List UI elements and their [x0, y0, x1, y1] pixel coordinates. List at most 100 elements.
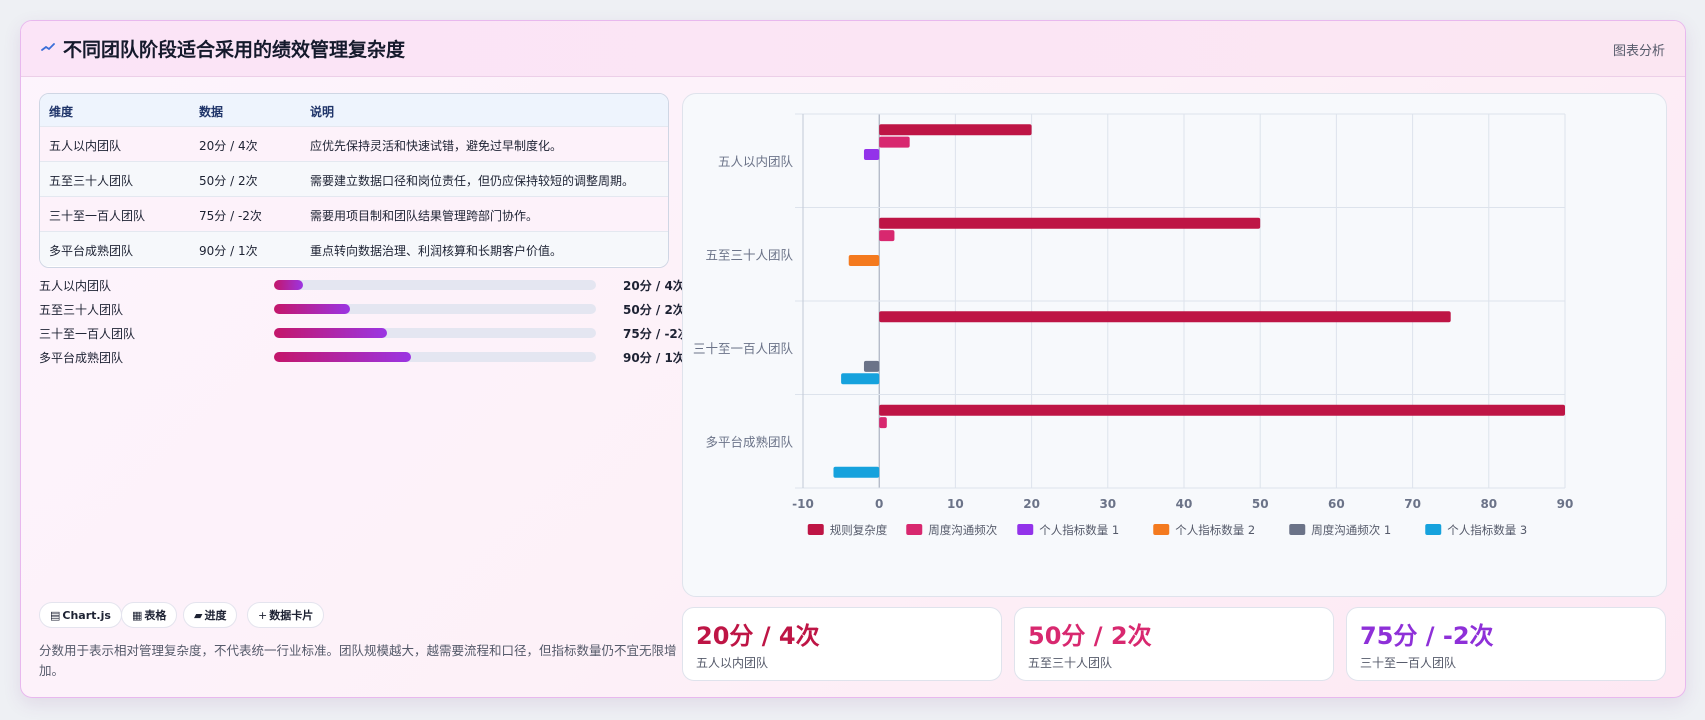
- progress-track: [274, 328, 596, 338]
- x-tick-label: 70: [1404, 497, 1421, 511]
- kpi-label: 三十至一百人团队: [1360, 656, 1457, 670]
- progress-track: [274, 352, 596, 362]
- legend-label: 个人指标数量 1: [1039, 523, 1119, 537]
- page-title: 不同团队阶段适合采用的绩效管理复杂度: [63, 39, 406, 61]
- card-header: 不同团队阶段适合采用的绩效管理复杂度 图表分析: [21, 21, 1685, 77]
- table-cell-dimension: 多平台成熟团队: [49, 244, 134, 258]
- y-category-label: 多平台成熟团队: [705, 434, 793, 449]
- table-header-description: 说明: [310, 105, 335, 119]
- legend-label: 周度沟通频次 1: [1311, 523, 1391, 537]
- x-tick-label: 50: [1252, 497, 1269, 511]
- legend-label: 个人指标数量 2: [1175, 523, 1255, 537]
- table-cell-dimension: 五至三十人团队: [49, 174, 134, 188]
- progress-label: 多平台成熟团队: [39, 351, 124, 365]
- x-tick-label: 40: [1176, 497, 1193, 511]
- kpi-card: 20分 / 4次 五人以内团队: [682, 607, 1002, 681]
- table-cell-data: 20分 / 4次: [199, 139, 258, 153]
- tag-label: 进度: [204, 609, 227, 622]
- progress-label: 三十至一百人团队: [39, 327, 136, 341]
- bar-chart: -10 0 10 20 30 40 50 60 70 80 90 五人以内团队五至三十人团队三十至一百…: [693, 113, 1574, 537]
- tag-chartjs[interactable]: ▤ Chart.js: [39, 602, 122, 628]
- tag-table[interactable]: ▦ 表格: [121, 602, 178, 628]
- chart-analysis-link[interactable]: 图表分析: [1612, 44, 1665, 59]
- table-row: 五人以内团队 20分 / 4次 应优先保持灵活和快速试错，避免过早制度化。: [40, 126, 668, 161]
- progress-row: 多平台成熟团队 90分 / 1次: [39, 347, 689, 367]
- table-row: 三十至一百人团队 75分 / -2次 需要用项目制和团队结果管理跨部门协作。: [40, 196, 668, 231]
- progress-track: [274, 304, 596, 314]
- table-cell-description: 应优先保持灵活和快速试错，避免过早制度化。: [310, 139, 563, 153]
- table-header-dimension: 维度: [49, 105, 74, 119]
- x-tick-label: 60: [1328, 497, 1345, 511]
- table-cell-description: 需要建立数据口径和岗位责任，但仍应保持较短的调整周期。: [310, 174, 635, 188]
- bar: [841, 373, 880, 385]
- table-cell-description: 需要用项目制和团队结果管理跨部门协作。: [310, 209, 539, 223]
- kpi-label: 五人以内团队: [696, 656, 769, 670]
- legend-swatch: [1153, 524, 1170, 535]
- x-tick-label: 10: [947, 497, 964, 511]
- progress-row: 三十至一百人团队 75分 / -2次: [39, 323, 690, 343]
- table-cell-description: 重点转向数据治理、利润核算和长期客户价值。: [310, 244, 563, 258]
- y-category-label: 五人以内团队: [718, 154, 794, 169]
- legend-swatch: [1425, 524, 1442, 535]
- legend-swatch: [1017, 524, 1034, 535]
- progress-row: 五至三十人团队 50分 / 2次: [39, 299, 689, 319]
- table-row: 多平台成熟团队 90分 / 1次 重点转向数据治理、利润核算和长期客户价值。: [40, 231, 668, 266]
- y-category-label: 五至三十人团队: [705, 247, 793, 262]
- progress-value: 75分 / -2次: [623, 327, 690, 341]
- chart-icon: ▤: [50, 609, 61, 622]
- tag-data-card[interactable]: + 数据卡片: [247, 602, 325, 628]
- progress-value: 20分 / 4次: [623, 279, 685, 293]
- y-category-label: 三十至一百人团队: [693, 341, 794, 356]
- progress-fill: [274, 352, 411, 362]
- tag-label: 表格: [144, 609, 167, 622]
- table-header-data: 数据: [199, 105, 224, 119]
- bar: [879, 136, 910, 148]
- legend-label: 规则复杂度: [830, 523, 888, 537]
- tag-label: Chart.js: [62, 609, 111, 622]
- x-tick-label: 20: [1023, 497, 1040, 511]
- kpi-card: 75分 / -2次 三十至一百人团队: [1346, 607, 1666, 681]
- chart-card: 不同团队阶段适合采用的绩效管理复杂度 图表分析 维度 数据 说明 五人以内团队 …: [20, 20, 1686, 698]
- bar: [879, 217, 1261, 229]
- tag-label: 数据卡片: [269, 609, 314, 622]
- kpi-value: 75分 / -2次: [1360, 622, 1494, 650]
- progress-label: 五人以内团队: [39, 279, 112, 293]
- table-icon: ▦: [132, 609, 143, 622]
- table-cell-data: 90分 / 1次: [199, 244, 258, 258]
- progress-track: [274, 280, 596, 290]
- table-cell-dimension: 五人以内团队: [49, 139, 122, 153]
- legend-label: 周度沟通频次: [928, 523, 997, 537]
- x-tick-label: 0: [875, 497, 883, 511]
- progress-row: 五人以内团队 20分 / 4次: [39, 275, 689, 295]
- x-tick-label: 90: [1557, 497, 1574, 511]
- table-cell-data: 75分 / -2次: [199, 209, 262, 223]
- legend-swatch: [906, 524, 923, 535]
- tag-progress[interactable]: ▰ 进度: [183, 602, 238, 628]
- progress-fill: [274, 280, 303, 290]
- progress-value: 90分 / 1次: [623, 351, 685, 365]
- bar: [863, 149, 880, 161]
- table-cell-dimension: 三十至一百人团队: [49, 209, 146, 223]
- data-table: 维度 数据 说明 五人以内团队 20分 / 4次 应优先保持灵活和快速试错，避免…: [39, 93, 669, 268]
- x-tick-label: 80: [1480, 497, 1497, 511]
- x-tick-label: 30: [1099, 497, 1116, 511]
- x-tick-label: -10: [792, 497, 814, 511]
- table-cell-data: 50分 / 2次: [199, 174, 258, 188]
- plus-icon: +: [258, 609, 268, 622]
- bar: [879, 404, 1565, 416]
- legend-swatch: [807, 524, 824, 535]
- legend-label: 个人指标数量 3: [1447, 523, 1527, 537]
- kpi-value: 50分 / 2次: [1028, 622, 1152, 650]
- legend-swatch: [1289, 524, 1306, 535]
- trend-icon: [41, 43, 55, 51]
- footnote: 分数用于表示相对管理复杂度，不代表统一行业标准。团队规模越大，越需要流程和口径，…: [39, 643, 677, 678]
- progress-icon: ▰: [194, 609, 203, 622]
- bar: [848, 254, 880, 266]
- progress-fill: [274, 328, 387, 338]
- bar-chart-panel: -10 0 10 20 30 40 50 60 70 80 90 五人以内团队五至三十人团队三十至一百…: [682, 93, 1667, 597]
- kpi-value: 20分 / 4次: [696, 622, 820, 650]
- progress-value: 50分 / 2次: [623, 303, 685, 317]
- bar: [833, 466, 880, 478]
- progress-fill: [274, 304, 350, 314]
- bar: [879, 417, 887, 429]
